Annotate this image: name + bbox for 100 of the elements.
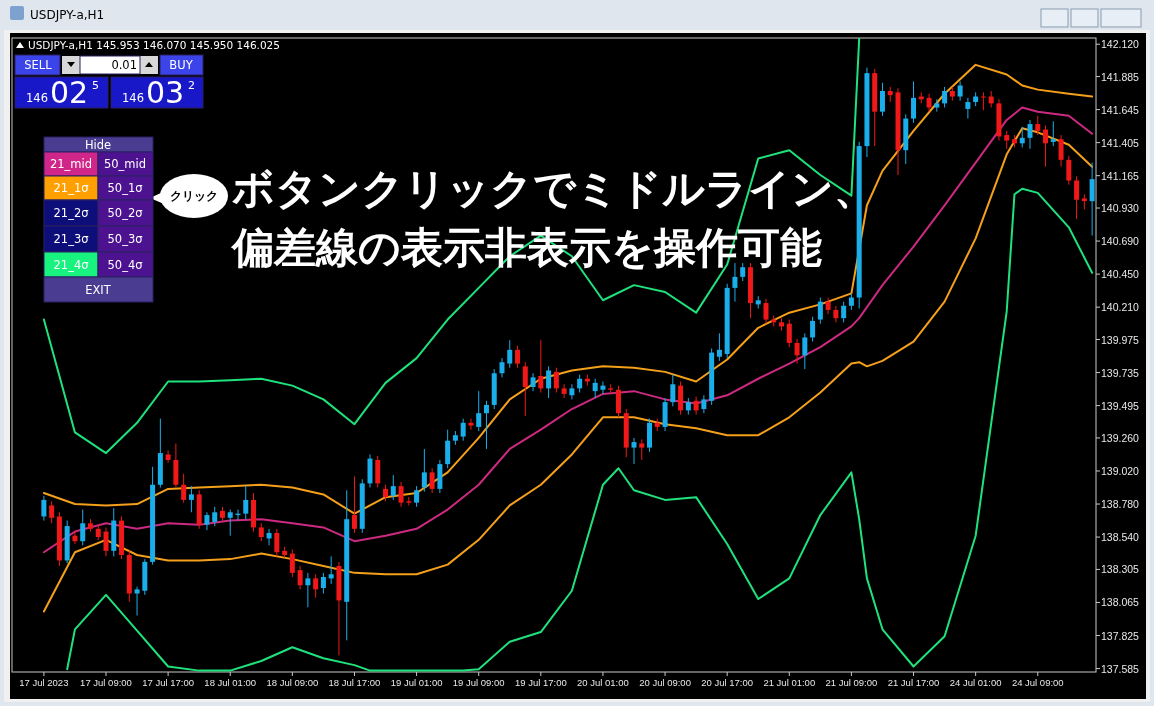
candlestick xyxy=(1050,120,1056,147)
candlestick xyxy=(398,481,404,508)
candlestick xyxy=(716,332,722,362)
x-tick-label: 20 Jul 17:00 xyxy=(701,677,754,688)
x-tick-label: 17 Jul 17:00 xyxy=(142,677,194,688)
candlestick xyxy=(181,473,187,504)
candlestick xyxy=(274,528,280,557)
annotation: クリック xyxy=(170,189,218,203)
candlestick xyxy=(212,506,218,527)
y-tick-label: 141.165 xyxy=(1101,169,1140,182)
line-series xyxy=(42,106,1094,554)
annotation: 146 xyxy=(26,91,48,105)
candlestick xyxy=(1043,124,1049,168)
y-tick-label: 139.020 xyxy=(1101,464,1140,477)
candlestick xyxy=(670,374,676,407)
candlestick xyxy=(351,476,357,534)
candlestick xyxy=(390,474,396,501)
candlestick xyxy=(833,305,839,323)
candlestick xyxy=(879,82,885,117)
x-tick-label: 17 Jul 2023 xyxy=(19,677,69,688)
candlestick xyxy=(561,383,567,399)
y-tick-label: 139.495 xyxy=(1101,399,1140,412)
annotation: 50_2σ xyxy=(107,206,143,220)
annotation: 50_1σ xyxy=(107,181,143,195)
y-tick-label: 140.690 xyxy=(1101,235,1140,248)
candlestick xyxy=(49,500,55,524)
candlestick xyxy=(965,97,971,120)
candlestick xyxy=(414,485,420,508)
x-tick-label: 17 Jul 09:00 xyxy=(80,677,132,688)
candlestick xyxy=(1058,134,1064,168)
candlestick xyxy=(802,332,808,370)
candlestick xyxy=(841,301,847,323)
y-tick-label: 138.780 xyxy=(1101,498,1140,511)
y-tick-label: 139.975 xyxy=(1101,333,1140,346)
candlestick xyxy=(817,297,823,325)
candlestick xyxy=(460,418,466,442)
y-tick-label: 138.305 xyxy=(1101,563,1140,576)
y-tick-label: 141.645 xyxy=(1101,103,1140,116)
y-tick-label: 140.210 xyxy=(1101,301,1140,314)
y-tick-label: 140.450 xyxy=(1101,268,1140,281)
annotation: 03 xyxy=(145,75,185,110)
candlestick xyxy=(289,548,295,578)
candlestick xyxy=(429,467,435,494)
candlestick xyxy=(499,357,505,378)
candlestick xyxy=(445,429,451,469)
candlestick xyxy=(515,345,521,369)
candlestick xyxy=(1035,115,1041,136)
y-tick-label: 142.120 xyxy=(1101,38,1140,51)
y-tick-label: 138.540 xyxy=(1101,531,1140,544)
y-tick-label: 138.065 xyxy=(1101,596,1140,609)
x-tick-label: 18 Jul 01:00 xyxy=(204,677,257,688)
candlestick xyxy=(825,297,831,315)
annotation: 21_mid xyxy=(49,157,93,171)
x-tick-label: 24 Jul 01:00 xyxy=(949,677,1002,688)
candlestick xyxy=(615,385,621,418)
candlestick xyxy=(810,316,816,343)
candlestick xyxy=(794,338,800,365)
candlestick xyxy=(305,572,311,608)
candlestick xyxy=(421,448,427,493)
x-tick-label: 24 Jul 09:00 xyxy=(1011,677,1064,688)
candlestick xyxy=(569,383,575,400)
candlestick xyxy=(546,365,552,399)
y-tick-label: 140.930 xyxy=(1101,202,1140,215)
x-tick-label: 19 Jul 09:00 xyxy=(452,677,505,688)
candlestick xyxy=(763,298,769,325)
annotation: ボタンクリックでミドルライン、 xyxy=(232,164,876,213)
candlestick xyxy=(507,339,513,369)
candlestick xyxy=(165,449,171,464)
chart-subtitle: USDJPY-a,H1 145.953 146.070 145.950 146.025 xyxy=(28,39,280,51)
annotation: 50_mid xyxy=(103,157,147,171)
candlestick xyxy=(522,361,528,417)
candlestick xyxy=(103,526,109,557)
candlestick xyxy=(188,485,194,513)
x-tick-label: 19 Jul 01:00 xyxy=(390,677,443,688)
candlestick xyxy=(942,86,948,109)
candlestick xyxy=(134,586,140,617)
candlestick xyxy=(483,400,489,450)
candlestick xyxy=(476,390,482,432)
candlestick xyxy=(243,485,249,520)
x-tick-label: 18 Jul 17:00 xyxy=(328,677,381,688)
candlestick xyxy=(1074,175,1080,220)
candlestick xyxy=(911,80,917,124)
candlestick xyxy=(631,437,637,465)
candlestick xyxy=(328,555,334,585)
candlestick xyxy=(592,378,598,399)
x-tick-label: 21 Jul 17:00 xyxy=(887,677,940,688)
candlestick xyxy=(80,509,86,546)
y-tick-label: 137.825 xyxy=(1101,629,1140,642)
candlestick xyxy=(639,438,645,461)
y-tick-label: 141.405 xyxy=(1101,136,1140,149)
candlestick xyxy=(313,573,319,599)
candlestick xyxy=(227,509,233,537)
candlestick xyxy=(693,396,699,416)
annotation: 50_3σ xyxy=(107,232,143,246)
candlestick xyxy=(980,91,986,111)
annotation: 146 xyxy=(122,91,144,105)
candlestick xyxy=(297,565,303,590)
annotation: 2 xyxy=(188,79,195,92)
annotation: 02 xyxy=(49,75,89,110)
chart-title: USDJPY-a,H1 xyxy=(30,8,105,22)
